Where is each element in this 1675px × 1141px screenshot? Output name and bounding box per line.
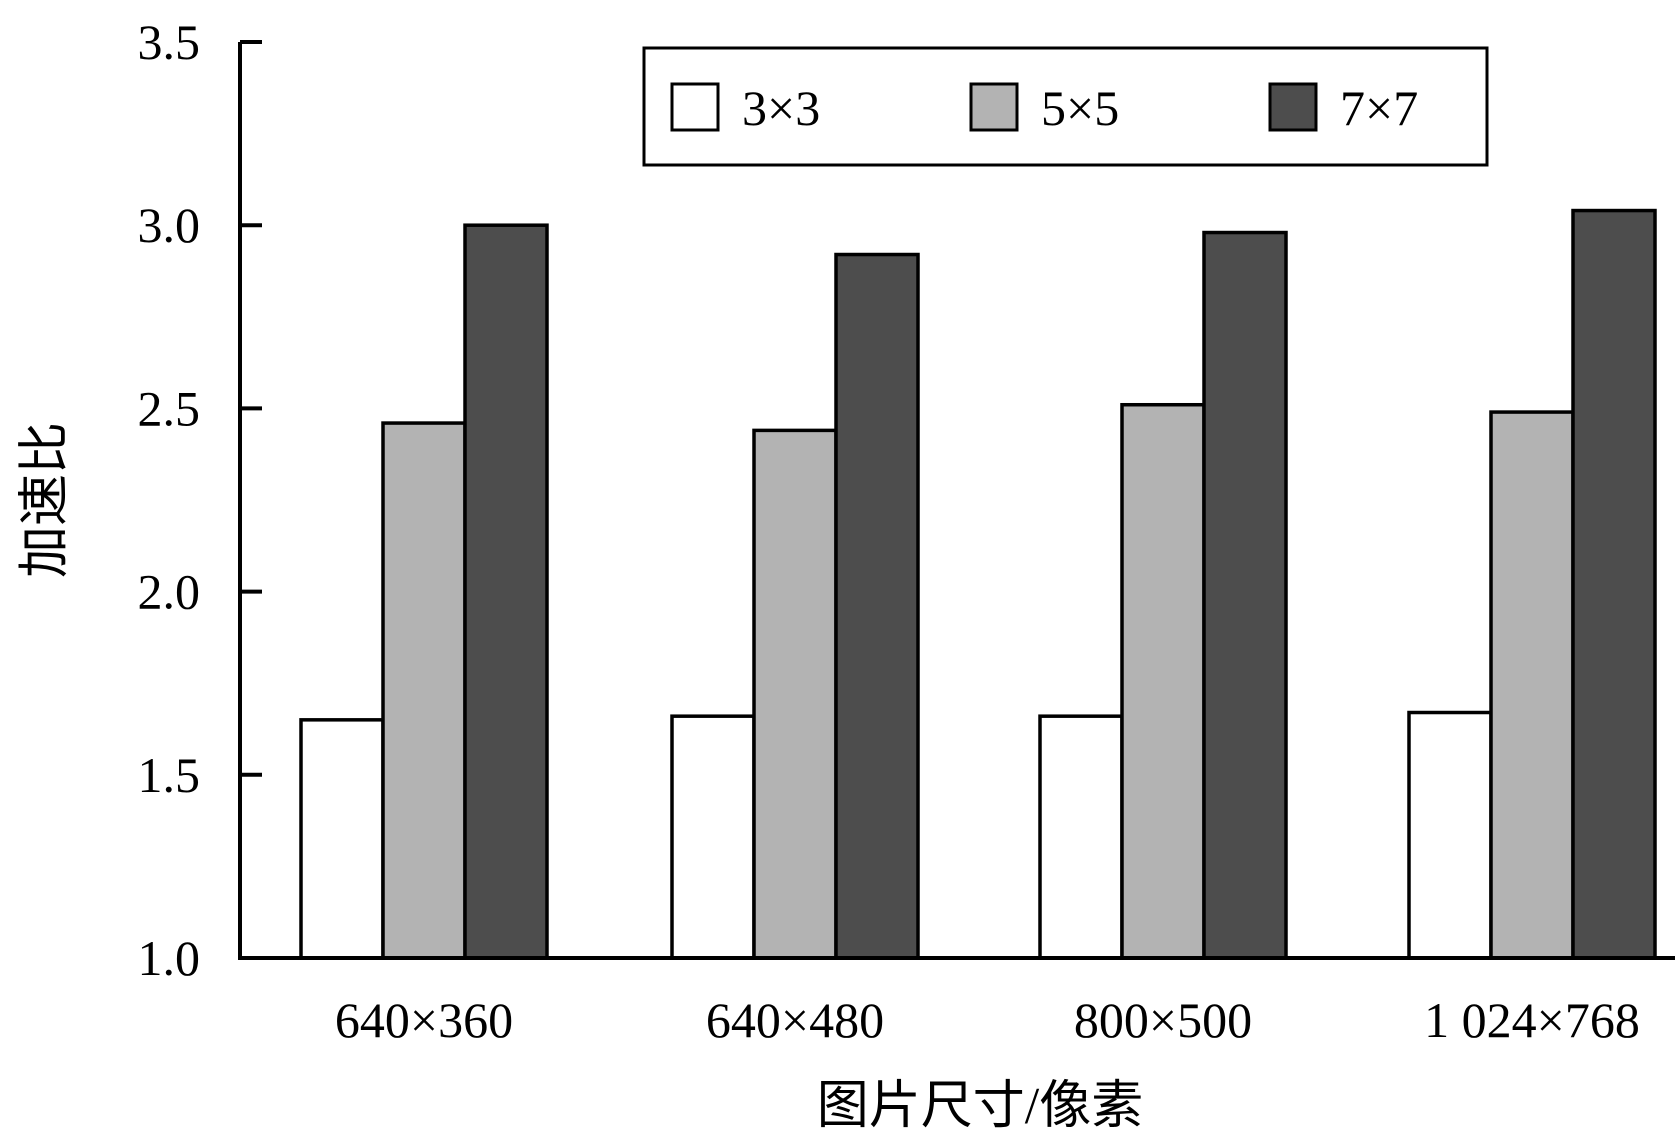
bar-series-1-category-4 xyxy=(1407,710,1493,960)
y-tick-label: 3.0 xyxy=(138,197,201,253)
legend-box xyxy=(642,46,1489,167)
x-category-label: 640×360 xyxy=(335,992,513,1048)
bar-series-1-category-1 xyxy=(299,718,385,960)
x-category-label: 1 024×768 xyxy=(1424,992,1640,1048)
legend-label-1: 3×3 xyxy=(742,80,820,136)
y-ticks-group: 1.0 1.5 2.0 2.5 3.0 3.5 xyxy=(138,14,262,986)
y-tick-label: 1.5 xyxy=(138,747,201,803)
y-tick-label: 2.0 xyxy=(138,564,201,620)
x-category-label: 800×500 xyxy=(1074,992,1252,1048)
y-tick-label: 2.5 xyxy=(138,380,201,436)
bar-series-1-category-2 xyxy=(670,714,756,960)
axes-group xyxy=(238,42,1675,960)
y-axis-title: 加速比 xyxy=(17,422,74,578)
y-tick-label: 1.0 xyxy=(138,930,201,986)
bar-series-3-category-1 xyxy=(463,223,549,960)
legend-swatch-1 xyxy=(670,82,720,132)
bars-group xyxy=(299,208,1657,960)
bar-series-2-category-2 xyxy=(752,428,838,960)
bar-series-3-category-2 xyxy=(834,252,920,960)
bar-series-2-category-1 xyxy=(381,421,467,960)
bar-series-2-category-3 xyxy=(1120,402,1206,960)
bar-series-3-category-3 xyxy=(1202,230,1288,960)
x-categories-group: 640×360 640×480 800×500 1 024×768 xyxy=(335,992,1640,1048)
legend-swatch-3 xyxy=(1268,82,1318,132)
x-axis-title: 图片尺寸/像素 xyxy=(817,1078,1143,1135)
bar-series-1-category-3 xyxy=(1038,714,1124,960)
bar-series-3-category-4 xyxy=(1571,208,1657,960)
legend: 3×3 5×5 7×7 xyxy=(642,46,1489,167)
y-tick-label: 3.5 xyxy=(138,14,201,70)
bar-series-2-category-4 xyxy=(1489,410,1575,960)
legend-swatch-2 xyxy=(969,82,1019,132)
x-category-label: 640×480 xyxy=(706,992,884,1048)
legend-label-3: 7×7 xyxy=(1340,80,1418,136)
legend-label-2: 5×5 xyxy=(1041,80,1119,136)
